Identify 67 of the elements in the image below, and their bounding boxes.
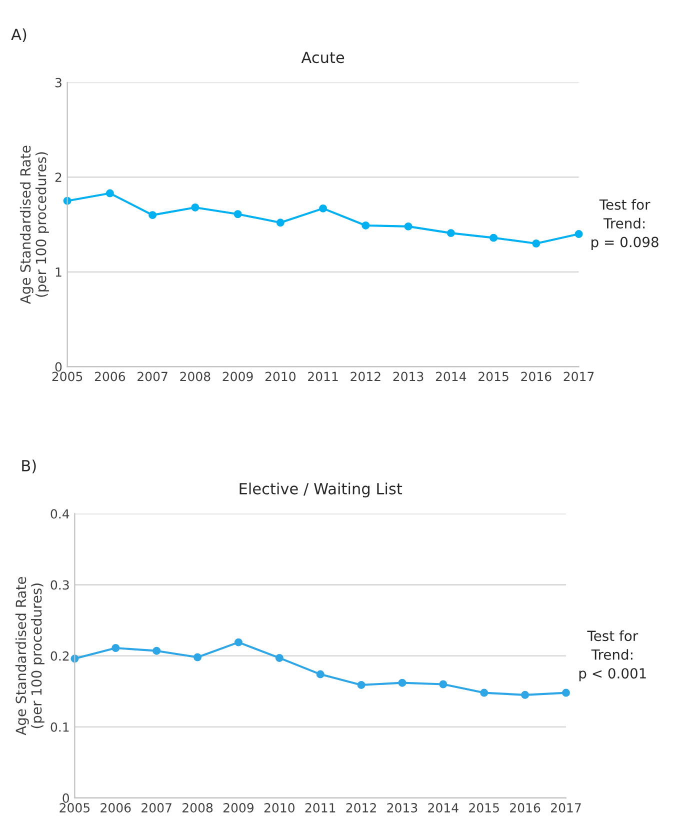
y-tick-label: 0.1 — [50, 722, 69, 732]
point — [490, 234, 498, 242]
y-tick-label: 2 — [55, 172, 62, 182]
point — [276, 218, 284, 227]
point — [362, 221, 370, 230]
x-tick-label: 2015 — [478, 372, 508, 382]
point — [234, 210, 242, 218]
x-tick-label: 2013 — [387, 803, 418, 812]
y-tick-label: 0.4 — [50, 509, 70, 519]
y-tick-label: 1 — [56, 268, 62, 277]
y-tick-label: 0 — [62, 793, 70, 803]
x-tick-label: 2012 — [346, 803, 376, 812]
text: Test for Trend: p < 0.001 — [579, 630, 646, 682]
x-tick-label: 2010 — [264, 803, 294, 812]
x-tick-label: 2007 — [142, 803, 172, 812]
x-tick-label: 2014 — [436, 372, 466, 382]
x-tick-label: 2011 — [305, 803, 336, 812]
y-tick-label: 0.2 — [50, 651, 69, 661]
x-tick-label: 2008 — [182, 803, 213, 812]
x-tick-label: 2011 — [308, 372, 338, 382]
point — [562, 688, 570, 697]
x-tick-label: 2010 — [265, 372, 296, 382]
y-axis-title: Age Standardised Rate (per 100 procedures) — [20, 146, 49, 304]
point — [532, 240, 540, 248]
point — [480, 688, 488, 697]
point — [106, 189, 114, 198]
point — [316, 670, 324, 678]
text: B) — [22, 460, 36, 474]
x-tick-label: 2015 — [469, 803, 499, 812]
x-tick-label: 2007 — [138, 372, 168, 382]
y-tick-label: 0 — [55, 362, 62, 372]
chart-title: Elective / Waiting List — [240, 482, 402, 498]
x-tick-label: 2016 — [521, 372, 552, 382]
x-tick-label: 2009 — [223, 803, 254, 812]
point — [275, 654, 284, 662]
y-tick-label: 0.3 — [50, 580, 69, 590]
point — [194, 653, 202, 662]
point — [148, 211, 157, 220]
x-tick-label: 2012 — [350, 372, 380, 382]
point — [521, 690, 530, 699]
point — [404, 222, 412, 230]
x-tick-label: 2017 — [564, 372, 594, 382]
x-tick-label: 2005 — [60, 803, 90, 812]
point — [446, 229, 455, 238]
x-tick-label: 2014 — [428, 803, 458, 812]
point — [112, 644, 120, 652]
x-tick-label: 2013 — [393, 372, 424, 382]
y-axis-title: Age Standardised Rate (per 100 procedures) — [15, 576, 44, 736]
point — [234, 638, 242, 646]
point — [398, 678, 406, 687]
x-tick-label: 2009 — [222, 372, 253, 382]
x-tick-label: 2006 — [100, 803, 131, 812]
x-tick-label: 2006 — [94, 372, 126, 382]
point — [357, 680, 366, 689]
point — [439, 680, 448, 688]
x-tick-label: 2016 — [510, 803, 540, 812]
point — [319, 204, 328, 212]
point — [191, 203, 200, 212]
x-tick-label: 2017 — [551, 803, 581, 812]
point — [574, 230, 583, 238]
x-tick-label: 2005 — [52, 372, 82, 382]
x-tick-label: 2008 — [180, 372, 210, 382]
y-tick-label: 3 — [55, 78, 62, 88]
text: Test for Trend: p = 0.098 — [592, 199, 658, 250]
text: A) — [11, 28, 26, 42]
chart-title: Acute — [301, 52, 344, 64]
point — [152, 646, 161, 655]
